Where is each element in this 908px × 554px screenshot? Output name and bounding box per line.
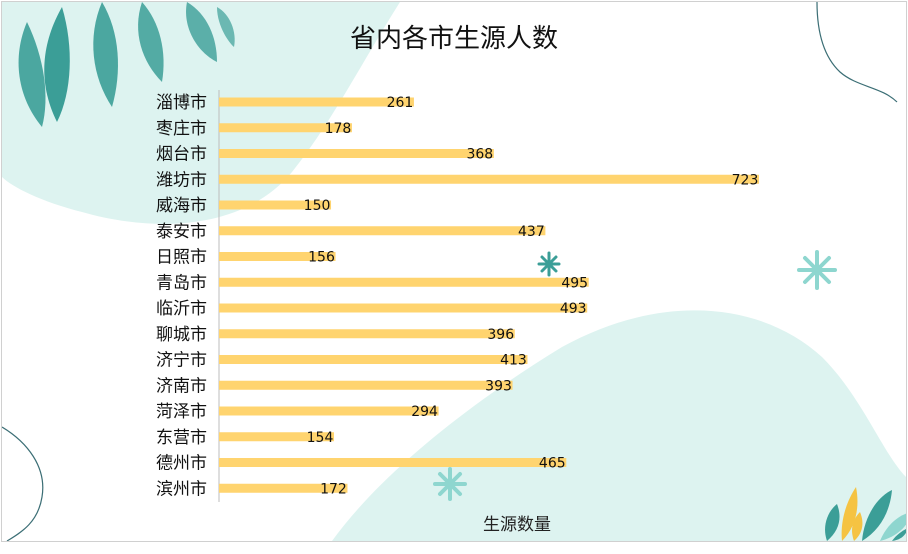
sparkle-icon	[797, 250, 837, 290]
bar	[219, 200, 332, 210]
bar	[219, 252, 336, 261]
category-label: 滨州市	[156, 479, 207, 499]
bar	[219, 277, 589, 287]
background-decoration	[2, 2, 906, 541]
chart-frame: 省内各市生源人数 淄博市 261 枣庄市 178 烟台市 368 潍坊市 723 威海市 150 泰…	[1, 1, 907, 542]
bar	[219, 483, 348, 493]
category-label: 淄博市	[156, 93, 207, 113]
bar-chart: 淄博市 261 枣庄市 178 烟台市 368 潍坊市 723 威海市 150 泰安市 437 日照市 1…	[156, 90, 759, 502]
bar	[219, 97, 414, 107]
data-label: 493	[560, 301, 587, 317]
category-label: 枣庄市	[156, 119, 207, 139]
category-label: 临沂市	[156, 299, 207, 319]
chart-title: 省内各市生源人数	[349, 24, 558, 54]
bar	[219, 355, 528, 364]
category-label: 德州市	[156, 454, 207, 474]
data-label: 437	[518, 224, 545, 240]
data-label: 368	[466, 147, 493, 163]
sparkle-icon-bottom	[433, 467, 467, 501]
category-label: 潍坊市	[156, 170, 207, 190]
data-label: 172	[320, 481, 347, 497]
data-label: 723	[732, 172, 759, 188]
data-label: 413	[500, 353, 527, 369]
bar	[219, 123, 352, 133]
category-label: 日照市	[156, 248, 207, 268]
data-label: 178	[325, 121, 352, 137]
bar	[219, 149, 494, 158]
sparkle-icon-small	[537, 251, 561, 277]
x-axis-label: 生源数量	[483, 515, 551, 535]
category-label: 东营市	[156, 428, 207, 448]
palm-leaf-icon	[18, 2, 235, 127]
bar	[219, 226, 546, 236]
category-label: 泰安市	[156, 222, 207, 242]
squiggle-line-left	[2, 426, 44, 541]
plant-leaves-icon	[825, 487, 906, 541]
data-label: 396	[487, 327, 514, 343]
bar	[219, 380, 513, 390]
bar	[219, 432, 335, 442]
data-label: 294	[411, 404, 438, 420]
data-label: 393	[485, 378, 512, 394]
category-label: 烟台市	[156, 145, 207, 165]
category-label: 青岛市	[156, 273, 207, 293]
data-label: 156	[308, 250, 335, 266]
data-label: 261	[387, 95, 414, 111]
bottom-blob	[332, 310, 906, 541]
data-label: 150	[304, 198, 331, 214]
bar	[219, 174, 759, 184]
category-label: 济南市	[156, 376, 207, 396]
data-label: 465	[539, 456, 566, 472]
bar	[219, 458, 567, 467]
category-label: 济宁市	[156, 351, 207, 371]
data-label: 154	[307, 430, 334, 446]
bar	[219, 406, 439, 416]
bar	[219, 303, 588, 313]
category-label: 聊城市	[156, 325, 207, 345]
bar	[219, 329, 515, 339]
squiggle-line	[816, 2, 898, 103]
category-label: 菏泽市	[156, 402, 207, 422]
category-label: 威海市	[156, 196, 207, 216]
data-label: 495	[561, 275, 588, 291]
